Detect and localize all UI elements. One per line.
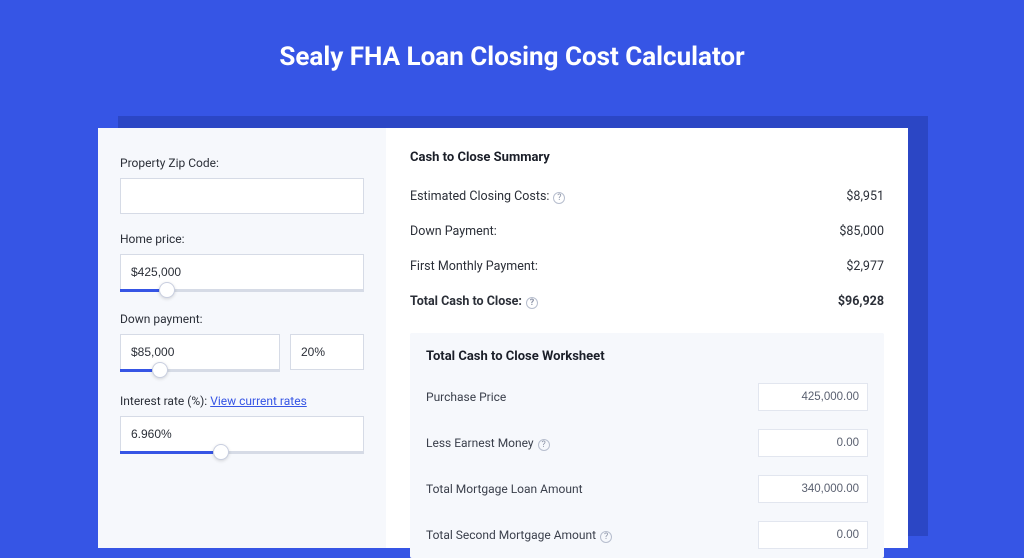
home-price-label: Home price:: [120, 232, 364, 246]
worksheet-title: Total Cash to Close Worksheet: [426, 349, 868, 364]
down-payment-row: [120, 334, 364, 372]
summary-row-label: First Monthly Payment:: [410, 259, 538, 274]
worksheet-panel: Total Cash to Close Worksheet Purchase P…: [410, 333, 884, 558]
down-payment-field: Down payment:: [120, 312, 364, 372]
interest-rate-label-text: Interest rate (%):: [120, 394, 210, 408]
down-payment-pct-input-wrap: [290, 334, 364, 370]
home-price-slider-thumb[interactable]: [159, 282, 175, 298]
worksheet-value-input[interactable]: [758, 521, 868, 549]
down-payment-slider-fill: [120, 369, 152, 372]
summary-row-value: $85,000: [839, 224, 884, 239]
home-price-field: Home price:: [120, 232, 364, 292]
summary-row: Total Cash to Close:? $96,928: [410, 284, 884, 319]
down-payment-input-wrap: [120, 334, 280, 370]
down-payment-input[interactable]: [131, 345, 269, 359]
worksheet-list: Purchase Price Less Earnest Money? Total M…: [426, 374, 868, 558]
summary-row-value: $2,977: [846, 259, 884, 274]
interest-rate-slider-wrap: [120, 416, 364, 454]
worksheet-label-text: Less Earnest Money: [426, 436, 534, 450]
interest-rate-label: Interest rate (%): View current rates: [120, 394, 364, 408]
summary-label-text: First Monthly Payment:: [410, 259, 538, 274]
worksheet-label-text: Purchase Price: [426, 390, 506, 404]
interest-rate-input-wrap: [120, 416, 364, 452]
summary-title: Cash to Close Summary: [410, 150, 884, 165]
summary-label-text: Estimated Closing Costs:: [410, 189, 549, 204]
zip-input-wrap: [120, 178, 364, 214]
help-icon[interactable]: ?: [538, 439, 550, 451]
worksheet-row-label: Purchase Price: [426, 390, 506, 404]
summary-list: Estimated Closing Costs:? $8,951 Down Paym…: [410, 179, 884, 319]
interest-rate-slider-fill: [120, 451, 213, 454]
worksheet-row: Less Earnest Money?: [426, 420, 868, 466]
worksheet-label-text: Total Mortgage Loan Amount: [426, 482, 583, 496]
summary-row-label: Down Payment:: [410, 224, 497, 239]
home-price-input-wrap: [120, 254, 364, 290]
down-payment-slider[interactable]: [120, 369, 280, 372]
summary-row: First Monthly Payment: $2,977: [410, 249, 884, 284]
help-icon[interactable]: ?: [526, 297, 538, 309]
down-payment-slider-wrap: [120, 334, 280, 372]
worksheet-row: Purchase Price: [426, 374, 868, 420]
worksheet-row: Total Mortgage Loan Amount: [426, 466, 868, 512]
calculator-card: Property Zip Code: Home price: Down paym…: [98, 128, 908, 548]
worksheet-row-label: Total Mortgage Loan Amount: [426, 482, 583, 496]
worksheet-value-input[interactable]: [758, 429, 868, 457]
summary-row: Estimated Closing Costs:? $8,951: [410, 179, 884, 214]
interest-rate-slider-thumb[interactable]: [213, 444, 229, 460]
worksheet-label-text: Total Second Mortgage Amount: [426, 528, 596, 542]
summary-label-text: Total Cash to Close:: [410, 294, 522, 309]
worksheet-row-label: Less Earnest Money?: [426, 436, 550, 451]
help-icon[interactable]: ?: [553, 192, 565, 204]
summary-row-label: Total Cash to Close:?: [410, 294, 538, 309]
summary-label-text: Down Payment:: [410, 224, 497, 239]
help-icon[interactable]: ?: [600, 531, 612, 543]
summary-row-label: Estimated Closing Costs:?: [410, 189, 565, 204]
summary-row-value: $96,928: [838, 294, 884, 309]
home-price-slider[interactable]: [120, 289, 364, 292]
view-rates-link[interactable]: View current rates: [210, 394, 307, 408]
worksheet-value-input[interactable]: [758, 383, 868, 411]
interest-rate-field: Interest rate (%): View current rates: [120, 394, 364, 454]
worksheet-row-label: Total Second Mortgage Amount?: [426, 528, 612, 543]
home-price-slider-wrap: [120, 254, 364, 292]
down-payment-pct-wrap: [290, 334, 364, 372]
summary-row-value: $8,951: [846, 189, 884, 204]
inputs-panel: Property Zip Code: Home price: Down paym…: [98, 128, 386, 548]
worksheet-value-input[interactable]: [758, 475, 868, 503]
zip-field: Property Zip Code:: [120, 156, 364, 214]
down-payment-label: Down payment:: [120, 312, 364, 326]
down-payment-slider-thumb[interactable]: [152, 362, 168, 378]
interest-rate-input[interactable]: [131, 427, 353, 441]
down-payment-pct-input[interactable]: [301, 345, 353, 359]
zip-input[interactable]: [131, 189, 353, 203]
home-price-slider-fill: [120, 289, 159, 292]
summary-row: Down Payment: $85,000: [410, 214, 884, 249]
interest-rate-slider[interactable]: [120, 451, 364, 454]
page-title: Sealy FHA Loan Closing Cost Calculator: [0, 0, 1024, 100]
home-price-input[interactable]: [131, 265, 353, 279]
summary-panel: Cash to Close Summary Estimated Closing …: [386, 128, 908, 548]
worksheet-row: Total Second Mortgage Amount?: [426, 512, 868, 558]
zip-label: Property Zip Code:: [120, 156, 364, 170]
